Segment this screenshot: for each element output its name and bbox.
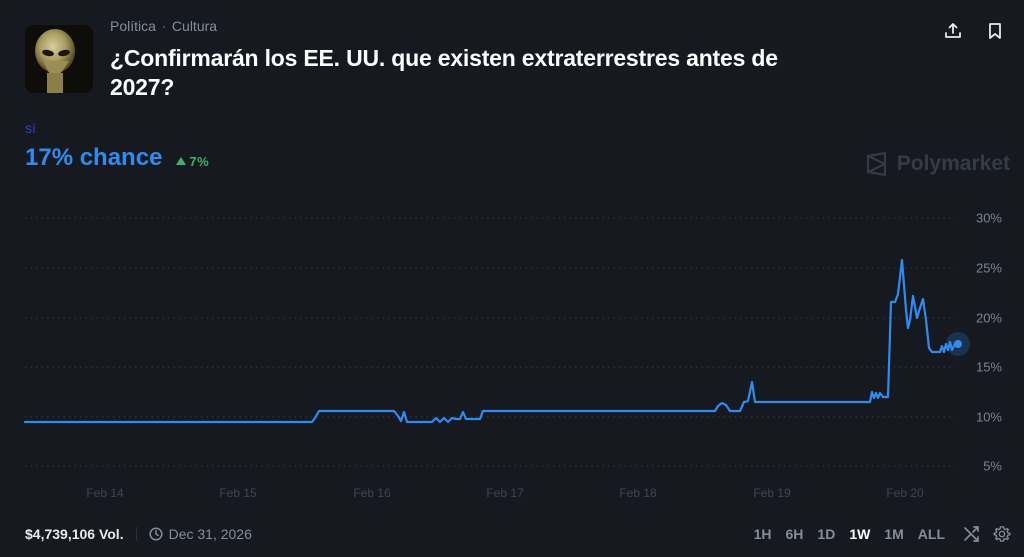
end-date: Dec 31, 2026 [149,526,252,542]
price-line [23,258,958,424]
range-1w[interactable]: 1W [849,526,871,542]
market-title: ¿Confirmarán los EE. UU. que existen ext… [110,45,778,100]
x-tick-feb14: Feb 14 [86,486,124,500]
time-range-selector: 1H 6H 1D 1W 1M ALL [747,524,1012,544]
header-actions [942,20,1006,42]
outcome-label: sí [25,120,36,136]
grid-lines [25,217,955,467]
y-tick-5: 5% [983,458,1002,474]
share-button[interactable] [942,20,964,42]
shuffle-icon [964,526,979,542]
compare-button[interactable] [962,524,982,544]
range-6h[interactable]: 6H [785,526,804,542]
polymarket-logo-icon [866,152,886,176]
x-tick-feb18: Feb 18 [619,486,657,500]
tag-separator: · [161,19,166,33]
tag-politica[interactable]: Política [110,18,156,34]
settings-button[interactable] [992,524,1012,544]
watermark-text: Polymarket [896,152,1010,175]
volume: $4,739,106 Vol. [25,526,124,542]
current-point [954,340,962,348]
range-1h[interactable]: 1H [753,526,772,542]
chart-canvas [23,217,970,467]
x-tick-feb15: Feb 15 [219,486,257,500]
x-tick-feb16: Feb 16 [353,486,391,500]
chance-delta: 7% [176,154,209,169]
tag-cultura[interactable]: Cultura [171,18,218,34]
price-chart[interactable]: 30% 25% 20% 15% 10% 5% Feb 14 Feb 15 Feb… [0,200,1024,500]
end-date-value: Dec 31, 2026 [168,526,252,542]
clock-icon [149,527,163,541]
x-tick-feb20: Feb 20 [886,486,924,500]
market-thumbnail [25,25,93,93]
x-tick-feb19: Feb 19 [753,486,791,500]
bookmark-button[interactable] [984,20,1006,42]
y-tick-30: 30% [975,210,1002,226]
y-tick-25: 25% [975,260,1002,276]
chance-delta-value: 7% [189,153,210,169]
alien-image [25,25,93,93]
footer-divider [135,527,137,541]
chance-value: 17% chance [25,144,163,171]
range-all[interactable]: ALL [917,526,945,542]
polymarket-watermark: Polymarket [865,152,1010,176]
bookmark-icon [989,23,1001,39]
range-1d[interactable]: 1D [817,526,836,542]
category-tags: Política · Cultura [110,18,217,34]
market-footer: $4,739,106 Vol. Dec 31, 2026 [25,526,252,542]
y-tick-15: 15% [975,359,1002,375]
share-icon [945,23,961,38]
y-tick-20: 20% [975,310,1002,326]
chance-display: 17% chance 7% [25,144,209,172]
range-1m[interactable]: 1M [884,526,904,542]
gear-icon [993,526,1011,542]
arrow-up-icon [176,157,187,165]
y-tick-10: 10% [975,409,1002,425]
x-tick-feb17: Feb 17 [486,486,524,500]
